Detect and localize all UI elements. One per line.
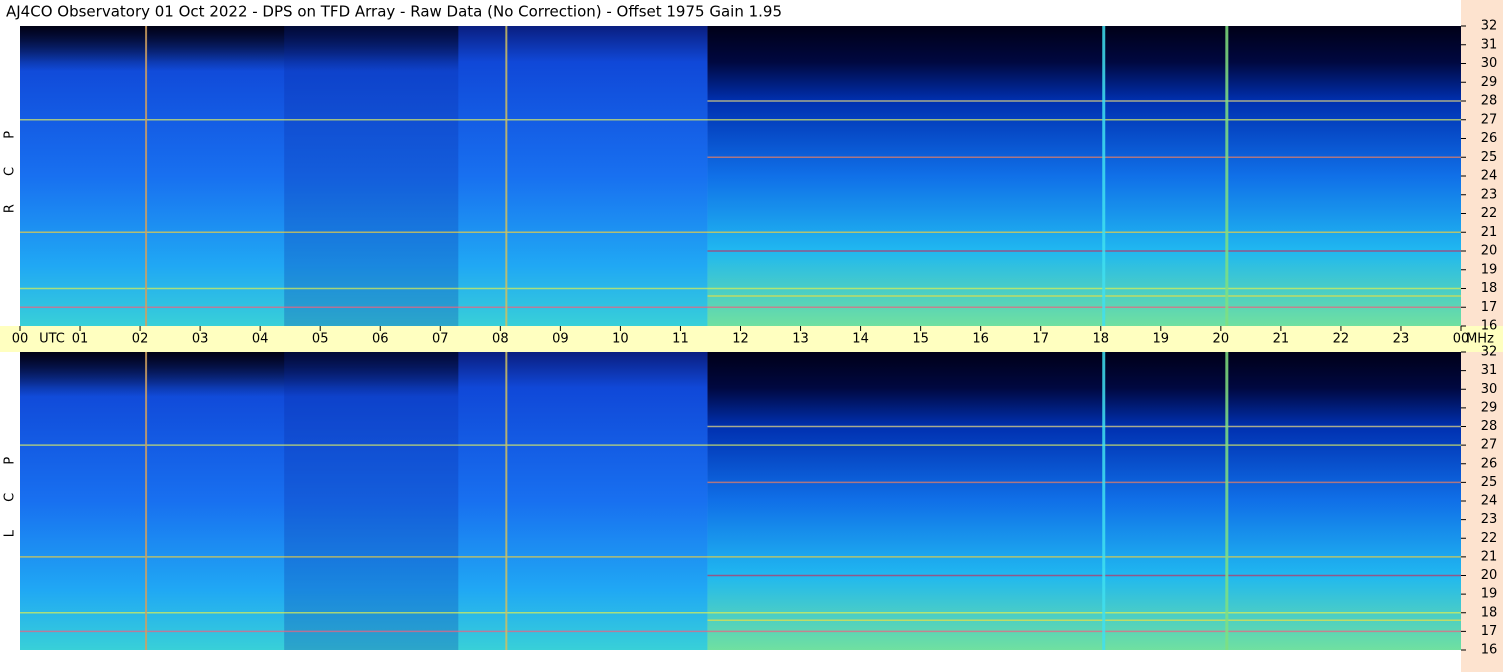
spectrum-day bbox=[20, 352, 708, 650]
x-tick-label: 06 bbox=[372, 332, 389, 347]
x-tick-label: 00 bbox=[1453, 332, 1470, 347]
y-tick-label: 29 bbox=[1481, 75, 1498, 90]
y-tick-label: 25 bbox=[1481, 150, 1498, 165]
x-tick-label: 00 bbox=[12, 332, 29, 347]
x-tick-label: 12 bbox=[732, 332, 749, 347]
y-tick-label: 18 bbox=[1481, 605, 1498, 620]
time-axis-strip bbox=[0, 326, 1503, 352]
spectrum-band bbox=[284, 352, 459, 650]
x-tick-label: 14 bbox=[852, 332, 869, 347]
y-tick-label: 20 bbox=[1481, 568, 1498, 583]
x-tick-label: 20 bbox=[1213, 332, 1230, 347]
spectrum-day bbox=[20, 26, 708, 326]
y-tick-label: 26 bbox=[1481, 131, 1498, 146]
y-tick-label: 23 bbox=[1481, 512, 1498, 527]
spectrum-night bbox=[707, 352, 1461, 650]
x-tick-label: 21 bbox=[1273, 332, 1290, 347]
x-tick-label: 15 bbox=[912, 332, 929, 347]
y-tick-label: 31 bbox=[1481, 37, 1498, 52]
y-tick-label: 22 bbox=[1481, 531, 1498, 546]
y-tick-label: 30 bbox=[1481, 382, 1498, 397]
x-tick-label: 16 bbox=[972, 332, 989, 347]
spectrum-dark bbox=[20, 352, 459, 397]
x-tick-label: 23 bbox=[1393, 332, 1410, 347]
panel-label: R C P bbox=[3, 119, 18, 213]
y-tick-label: 31 bbox=[1481, 363, 1498, 378]
y-tick-label: 30 bbox=[1481, 56, 1498, 71]
y-tick-label: 25 bbox=[1481, 475, 1498, 490]
y-tick-label: 21 bbox=[1481, 549, 1498, 564]
y-tick-label: 28 bbox=[1481, 94, 1498, 109]
x-tick-label: 08 bbox=[492, 332, 509, 347]
y-tick-label: 19 bbox=[1481, 262, 1498, 277]
y-tick-label: 17 bbox=[1481, 624, 1498, 639]
x-tick-label: 10 bbox=[612, 332, 629, 347]
spectrum-band bbox=[284, 26, 459, 326]
spectrum-dark bbox=[20, 26, 459, 71]
spectrum-night bbox=[707, 26, 1461, 326]
y-tick-label: 32 bbox=[1481, 19, 1498, 34]
x-tick-label: 03 bbox=[192, 332, 209, 347]
y-tick-label: 16 bbox=[1481, 643, 1498, 658]
x-tick-label: 13 bbox=[792, 332, 809, 347]
x-tick-label: 05 bbox=[312, 332, 329, 347]
title: AJ4CO Observatory 01 Oct 2022 - DPS on T… bbox=[6, 3, 782, 21]
x-tick-label: 19 bbox=[1153, 332, 1170, 347]
y-tick-label: 16 bbox=[1481, 319, 1498, 334]
x-tick-label: 01 bbox=[72, 332, 89, 347]
y-tick-label: 23 bbox=[1481, 187, 1498, 202]
y-tick-label: 19 bbox=[1481, 587, 1498, 602]
y-tick-label: 27 bbox=[1481, 112, 1498, 127]
y-unit: MHz bbox=[1466, 332, 1494, 347]
y-tick-label: 24 bbox=[1481, 494, 1498, 509]
x-unit: UTC bbox=[39, 332, 65, 347]
y-tick-label: 29 bbox=[1481, 400, 1498, 415]
x-tick-label: 22 bbox=[1333, 332, 1350, 347]
y-tick-label: 26 bbox=[1481, 456, 1498, 471]
y-tick-label: 28 bbox=[1481, 419, 1498, 434]
y-tick-label: 24 bbox=[1481, 169, 1498, 184]
x-tick-label: 04 bbox=[252, 332, 269, 347]
y-tick-label: 22 bbox=[1481, 206, 1498, 221]
x-tick-label: 02 bbox=[132, 332, 149, 347]
x-tick-label: 11 bbox=[672, 332, 689, 347]
x-tick-label: 18 bbox=[1092, 332, 1109, 347]
y-tick-label: 17 bbox=[1481, 300, 1498, 315]
y-tick-label: 27 bbox=[1481, 438, 1498, 453]
y-tick-label: 21 bbox=[1481, 225, 1498, 240]
y-tick-label: 20 bbox=[1481, 244, 1498, 259]
y-tick-label: 18 bbox=[1481, 281, 1498, 296]
y-tick-label: 32 bbox=[1481, 345, 1498, 360]
panels: 16 17 18 19 20 21 22 23 24 25 26 27 28 29 30 31 32 R C P 1… bbox=[3, 19, 1498, 658]
x-tick-label: 09 bbox=[552, 332, 569, 347]
x-tick-label: 17 bbox=[1032, 332, 1049, 347]
panel-label: L C P bbox=[3, 445, 18, 537]
x-tick-label: 07 bbox=[432, 332, 449, 347]
